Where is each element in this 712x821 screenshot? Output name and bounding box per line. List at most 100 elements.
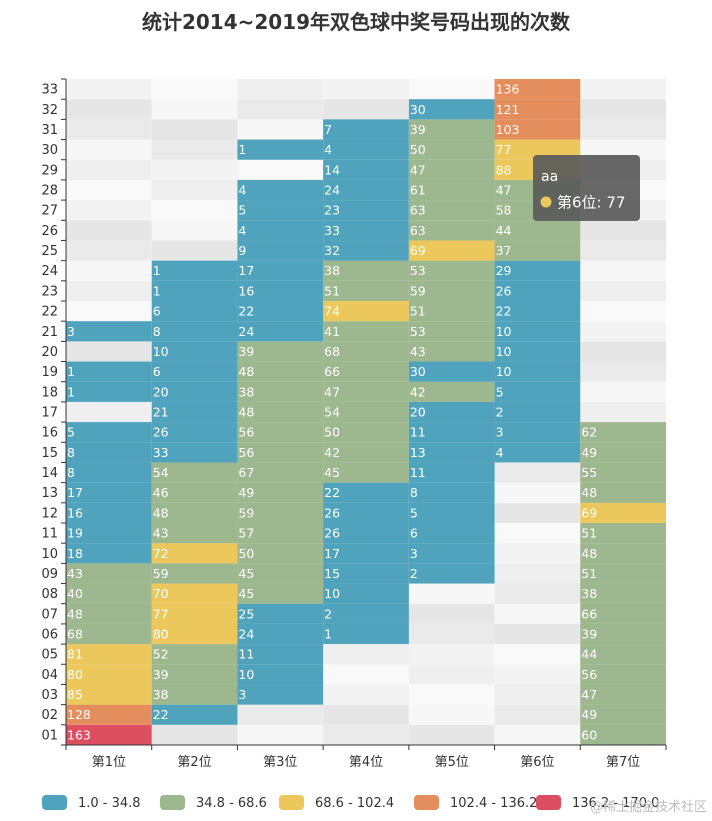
heatmap-cell[interactable] <box>237 502 324 523</box>
heatmap-cell[interactable] <box>323 200 409 221</box>
heatmap-cell[interactable] <box>237 179 324 201</box>
legend-label[interactable]: 102.4 - 136.2 <box>450 796 537 811</box>
heatmap-cell[interactable] <box>323 119 409 140</box>
heatmap-cell[interactable] <box>151 442 238 463</box>
heatmap-cell[interactable] <box>151 502 238 523</box>
heatmap-cell[interactable] <box>237 442 324 463</box>
heatmap-cell[interactable] <box>151 401 238 423</box>
heatmap-cell[interactable] <box>151 523 238 544</box>
heatmap-cell[interactable] <box>66 603 152 624</box>
heatmap-cell[interactable] <box>494 119 581 140</box>
heatmap-cell[interactable] <box>151 603 238 624</box>
heatmap-cell[interactable] <box>66 442 152 463</box>
heatmap-cell[interactable] <box>237 220 324 241</box>
heatmap-cell[interactable] <box>408 119 495 140</box>
legend-label[interactable]: 68.6 - 102.4 <box>315 796 394 811</box>
heatmap-cell[interactable] <box>408 139 495 160</box>
heatmap-cell[interactable] <box>237 664 324 685</box>
heatmap-cell[interactable] <box>494 401 581 423</box>
heatmap-cell[interactable] <box>494 79 581 100</box>
heatmap-cell[interactable] <box>580 684 666 705</box>
heatmap-cell[interactable] <box>580 523 666 544</box>
legend-swatch[interactable] <box>279 795 304 810</box>
heatmap-cell[interactable] <box>151 341 238 362</box>
heatmap-cell[interactable] <box>66 482 152 503</box>
heatmap-cell[interactable] <box>408 523 495 544</box>
heatmap-cell[interactable] <box>494 280 581 301</box>
heatmap-cell[interactable] <box>408 280 495 301</box>
heatmap-cell[interactable] <box>323 543 409 564</box>
legend-label[interactable]: 136.2 - 170.0 <box>572 796 659 811</box>
heatmap-cell[interactable] <box>66 623 152 645</box>
heatmap-cell[interactable] <box>151 644 238 665</box>
heatmap-cell[interactable] <box>151 422 238 443</box>
heatmap-cell[interactable] <box>66 523 152 544</box>
heatmap-cell[interactable] <box>408 563 495 584</box>
heatmap-cell[interactable] <box>66 583 152 604</box>
heatmap-cell[interactable] <box>237 341 324 362</box>
heatmap-cell[interactable] <box>323 301 409 322</box>
heatmap-cell[interactable] <box>151 704 238 725</box>
heatmap-cell[interactable] <box>66 543 152 564</box>
heatmap-cell[interactable] <box>151 623 238 645</box>
heatmap-cell[interactable] <box>151 563 238 584</box>
heatmap-cell[interactable] <box>323 260 409 281</box>
heatmap-cell[interactable] <box>323 442 409 463</box>
heatmap-cell[interactable] <box>580 422 666 443</box>
heatmap-cell[interactable] <box>151 684 238 705</box>
heatmap-cell[interactable] <box>323 321 409 342</box>
heatmap-cell[interactable] <box>323 462 409 483</box>
heatmap-cell[interactable] <box>580 603 666 624</box>
heatmap-cell[interactable] <box>323 220 409 241</box>
heatmap-cell[interactable] <box>323 422 409 443</box>
heatmap-cell[interactable] <box>151 301 238 322</box>
heatmap-cell[interactable] <box>408 301 495 322</box>
heatmap-cell[interactable] <box>237 543 324 564</box>
heatmap-cell[interactable] <box>66 321 152 342</box>
heatmap-cell[interactable] <box>494 341 581 362</box>
heatmap-cell[interactable] <box>323 563 409 584</box>
heatmap-cell[interactable] <box>151 664 238 685</box>
heatmap-cell[interactable] <box>494 321 581 342</box>
heatmap-cell[interactable] <box>66 664 152 685</box>
heatmap-cell[interactable] <box>323 341 409 362</box>
heatmap-cell[interactable] <box>580 502 666 523</box>
heatmap-cell[interactable] <box>323 623 409 645</box>
legend-swatch[interactable] <box>414 795 439 810</box>
heatmap-cell[interactable] <box>237 240 324 261</box>
heatmap-cell[interactable] <box>323 482 409 503</box>
heatmap-cell[interactable] <box>66 684 152 705</box>
heatmap-cell[interactable] <box>494 442 581 463</box>
heatmap-cell[interactable] <box>66 644 152 665</box>
heatmap-cell[interactable] <box>580 543 666 564</box>
heatmap-cell[interactable] <box>580 482 666 503</box>
heatmap-cell[interactable] <box>323 139 409 160</box>
heatmap-cell[interactable] <box>237 462 324 483</box>
heatmap-cell[interactable] <box>408 502 495 523</box>
heatmap-cell[interactable] <box>151 361 238 382</box>
heatmap-cell[interactable] <box>580 563 666 584</box>
heatmap-cell[interactable] <box>408 159 495 180</box>
heatmap-cell[interactable] <box>237 422 324 443</box>
heatmap-cell[interactable] <box>494 260 581 281</box>
heatmap-cell[interactable] <box>494 361 581 382</box>
heatmap-cell[interactable] <box>580 623 666 645</box>
heatmap-cell[interactable] <box>494 240 581 261</box>
heatmap-cell[interactable] <box>151 462 238 483</box>
heatmap-cell[interactable] <box>66 724 152 745</box>
legend-swatch[interactable] <box>536 795 561 810</box>
heatmap-cell[interactable] <box>323 523 409 544</box>
heatmap-cell[interactable] <box>237 260 324 281</box>
heatmap-cell[interactable] <box>151 543 238 564</box>
heatmap-cell[interactable] <box>323 381 409 402</box>
heatmap-cell[interactable] <box>408 442 495 463</box>
heatmap-cell[interactable] <box>323 502 409 523</box>
heatmap-cell[interactable] <box>237 301 324 322</box>
heatmap-cell[interactable] <box>323 240 409 261</box>
heatmap-cell[interactable] <box>237 523 324 544</box>
heatmap-cell[interactable] <box>151 321 238 342</box>
heatmap-cell[interactable] <box>237 381 324 402</box>
heatmap-cell[interactable] <box>237 583 324 604</box>
heatmap-cell[interactable] <box>408 260 495 281</box>
heatmap-cell[interactable] <box>237 563 324 584</box>
